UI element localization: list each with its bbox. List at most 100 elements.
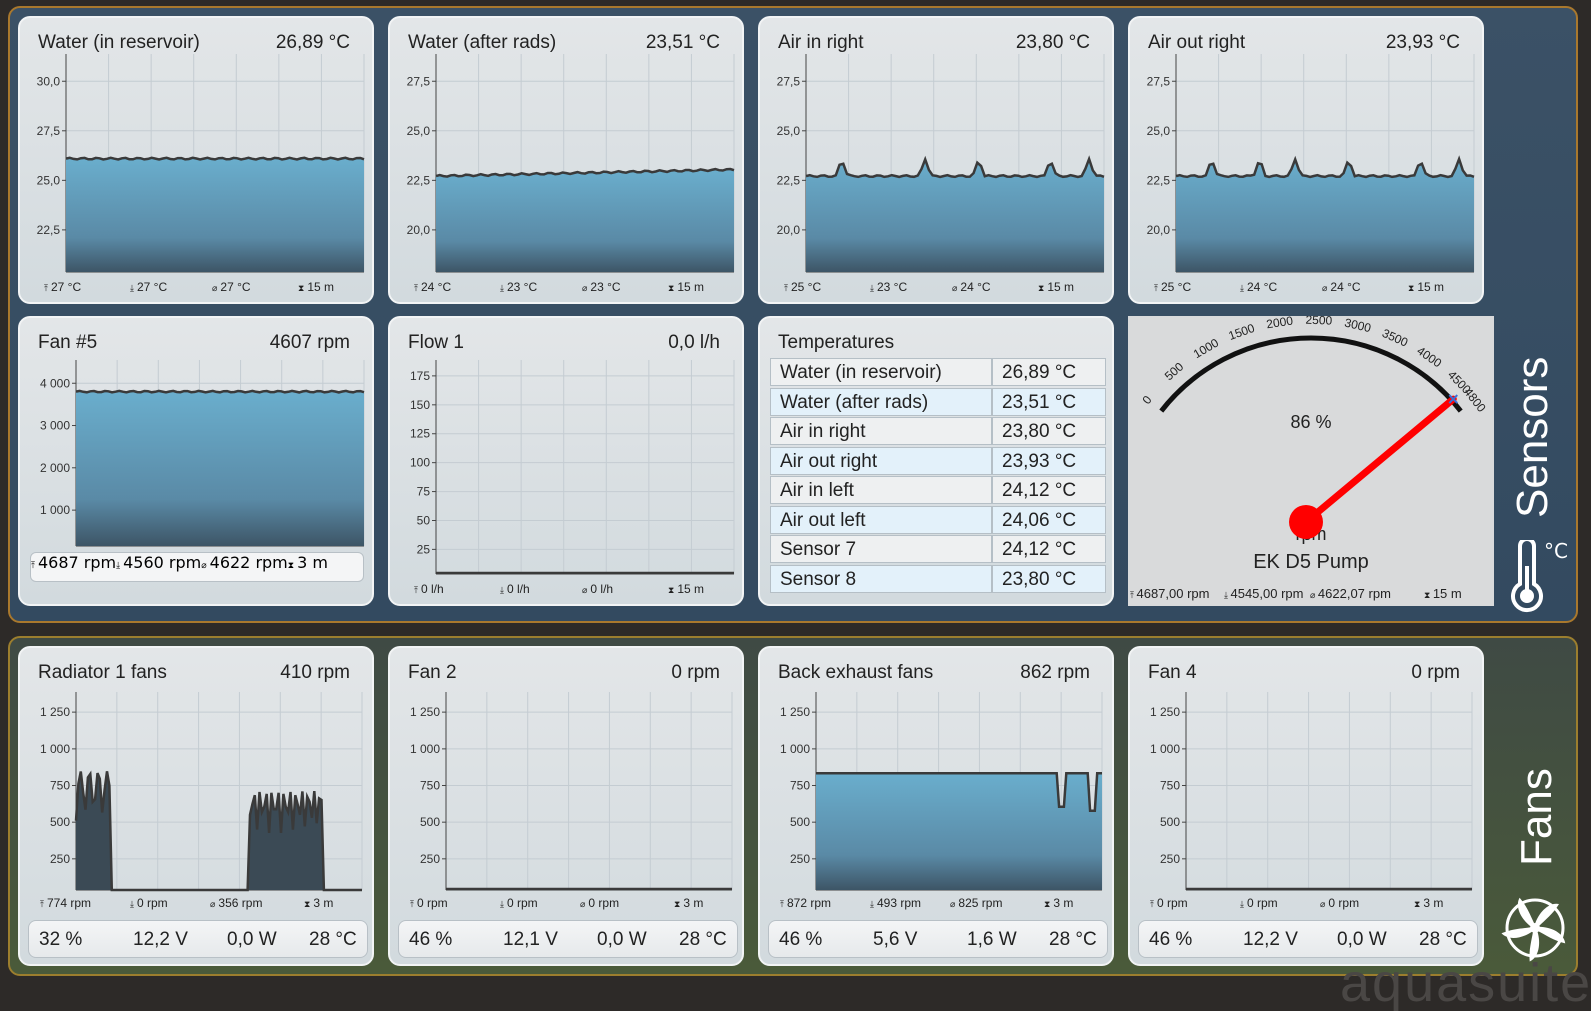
stats-row: ⤒ 774 rpm ⤓ 0 rpm ⌀ 356 rpm ⧗ 3 m (20, 896, 372, 914)
stat-period: ⧗ 3 m (288, 553, 328, 572)
stat-period: ⧗ 3 m (1044, 896, 1073, 910)
y-tick-label: 1 000 (410, 742, 440, 756)
stat-value: 4687,00 rpm (1136, 586, 1209, 601)
temperature-name: Air out left (770, 505, 992, 534)
temperature-name: Water (in reservoir) (770, 358, 992, 386)
y-tick-label: 22,5 (777, 173, 801, 187)
stat-value: 3 m (683, 896, 704, 910)
sensors-unit: °C (1544, 540, 1568, 563)
stat-icon: ⌀ (210, 899, 216, 909)
sensors-group-title: Sensors (1508, 356, 1557, 518)
stat-value: 27 °C (50, 280, 82, 294)
y-tick-label: 500 (420, 815, 440, 829)
chart-panel-water-reservoir[interactable]: Water (in reservoir) 26,89 °C 30,0 27,5 25,0… (18, 16, 374, 304)
chart-line (1175, 155, 1475, 179)
stat-icon: ⤓ (1224, 590, 1230, 600)
stat-icon: ⤓ (130, 899, 134, 909)
fan-controller-footer: 46 % 12,2 V 0,0 W 28 °C (1138, 920, 1478, 958)
stat-value: 24 °C (960, 280, 991, 294)
temperature-value: 24,06 °C (992, 505, 1106, 534)
y-tick-label: 100 (410, 456, 430, 470)
fan-panel-back-exhaust[interactable]: Back exhaust fans 862 rpm 1 250 1 000 750 500… (758, 646, 1114, 966)
chart-current-value: 23,93 °C (1385, 32, 1460, 53)
y-tick-label: 250 (1160, 852, 1180, 866)
gauge-tick-label: 3500 (1380, 326, 1410, 350)
stat-max: ⤒ 25 °C (784, 280, 821, 294)
stat-period: ⧗ 3 m (1414, 896, 1443, 910)
y-tick-label: 25,0 (407, 124, 431, 138)
y-tick-label: 27,5 (37, 124, 61, 138)
chart-title: Fan 2 (408, 662, 457, 683)
stat-avg: ⌀ 0 rpm (1320, 896, 1359, 910)
stat-period-icon: ⧗ (287, 561, 295, 571)
temperature-row: Air out left 24,06 °C (770, 505, 1106, 534)
fan-voltage: 12,1 V (503, 929, 558, 950)
stat-avg-icon: ⌀ (582, 585, 588, 595)
stat-avg: ⌀ 0 rpm (580, 896, 619, 910)
chart-plot: 1 250 1 000 750 500 250 (40, 692, 363, 892)
stat-min-icon: ⤓ (500, 585, 504, 595)
y-tick-label: 50 (417, 514, 431, 528)
stat-max-icon: ⤒ (784, 283, 788, 293)
chart-panel-fan5[interactable]: Fan #5 4607 rpm 4 000 3 000 2 000 1 000 ⤒ 4687 … (18, 316, 374, 606)
stat-value: 0 rpm (1328, 896, 1360, 910)
stat-period: ⧗ 15 m (1408, 280, 1444, 294)
temperature-value: 23,80 °C (992, 564, 1106, 593)
stat-icon: ⤒ (410, 899, 414, 909)
chart-panel-flow1[interactable]: Flow 1 0,0 l/h 175 150 125 100 75 50 25 ⤒ 0 l/h ⤓ 0 … (388, 316, 744, 606)
temperature-value: 23,93 °C (992, 446, 1106, 475)
y-tick-label: 22,5 (407, 173, 431, 187)
pump-gauge-panel[interactable]: 0 500 1000 1500 2000 2500 3000 3500 4000 4500 4800… (1128, 316, 1494, 606)
chart-panel-air-in-right[interactable]: Air in right 23,80 °C 27,5 25,0 22,5 20,0 ⤒ 25 … (758, 16, 1114, 304)
stat-period: ⧗ 15 m (1038, 280, 1074, 294)
stat-avg: ⌀ 24 °C (1322, 280, 1361, 294)
temperature-name: Air out right (770, 446, 992, 475)
y-tick-label: 125 (410, 427, 430, 441)
temperature-value: 23,51 °C (992, 387, 1106, 416)
temperature-value: 24,12 °C (992, 476, 1106, 504)
chart-line (805, 155, 1105, 179)
temperature-value: 24,12 °C (992, 535, 1106, 563)
stat-value: 3 m (297, 553, 328, 572)
chart-plot: 1 250 1 000 750 500 250 (410, 692, 733, 891)
chart-plot: 27,5 25,0 22,5 20,0 (1147, 54, 1475, 273)
stat-value: 0 rpm (1156, 896, 1188, 910)
y-tick-label: 3 000 (40, 419, 70, 433)
stat-value: 24 °C (420, 280, 452, 294)
gauge-tick-label: 500 (1162, 359, 1187, 383)
stat-max: ⤒ 4687 rpm (31, 553, 116, 572)
stat-icon: ⤓ (500, 899, 504, 909)
chart-title: Fan #5 (38, 332, 98, 353)
stat-min: ⤓ 23 °C (870, 280, 907, 294)
y-tick-label: 1 250 (40, 705, 70, 719)
temperature-name: Sensor 7 (770, 535, 992, 563)
chart-panel-water-after-rads[interactable]: Water (after rads) 23,51 °C 27,5 25,0 22,5 20… (388, 16, 744, 304)
chart-area (816, 773, 1102, 890)
y-tick-label: 1 000 (40, 742, 70, 756)
gauge-tick-label: 4000 (1414, 344, 1444, 371)
stat-value: 25 °C (790, 280, 822, 294)
chart-area (806, 159, 1104, 272)
chart-plot: 175 150 125 100 75 50 25 (410, 360, 735, 575)
chart-current-value: 862 rpm (1020, 662, 1090, 683)
temperature-value: 26,89 °C (992, 358, 1106, 386)
stat-max-icon: ⤒ (414, 283, 418, 293)
chart-plot: 4 000 3 000 2 000 1 000 (40, 360, 365, 547)
gauge-tick-label: 4800 (1461, 385, 1489, 415)
stat-value: 4560 rpm (123, 553, 202, 572)
chart-area (436, 169, 734, 272)
chart-current-value: 0,0 l/h (668, 332, 720, 353)
fan-temperature: 28 °C (1049, 929, 1097, 950)
y-tick-label: 22,5 (1147, 173, 1171, 187)
fan-voltage: 12,2 V (133, 929, 188, 950)
gauge-stat-min: ⤓ 4545,00 rpm (1224, 586, 1303, 601)
fan-panel-radiator1[interactable]: Radiator 1 fans 410 rpm 1 250 1 000 750 500 25… (18, 646, 374, 966)
chart-line (74, 770, 362, 892)
chart-panel-air-out-right[interactable]: Air out right 23,93 °C 27,5 25,0 22,5 20,0 ⤒ 25… (1128, 16, 1484, 304)
temperature-name: Water (after rads) (770, 387, 992, 416)
gauge-stat-period: ⧗ 15 m (1424, 586, 1462, 601)
gauge-stat-avg: ⌀ 4622,07 rpm (1310, 586, 1391, 601)
y-tick-label: 750 (420, 779, 440, 793)
